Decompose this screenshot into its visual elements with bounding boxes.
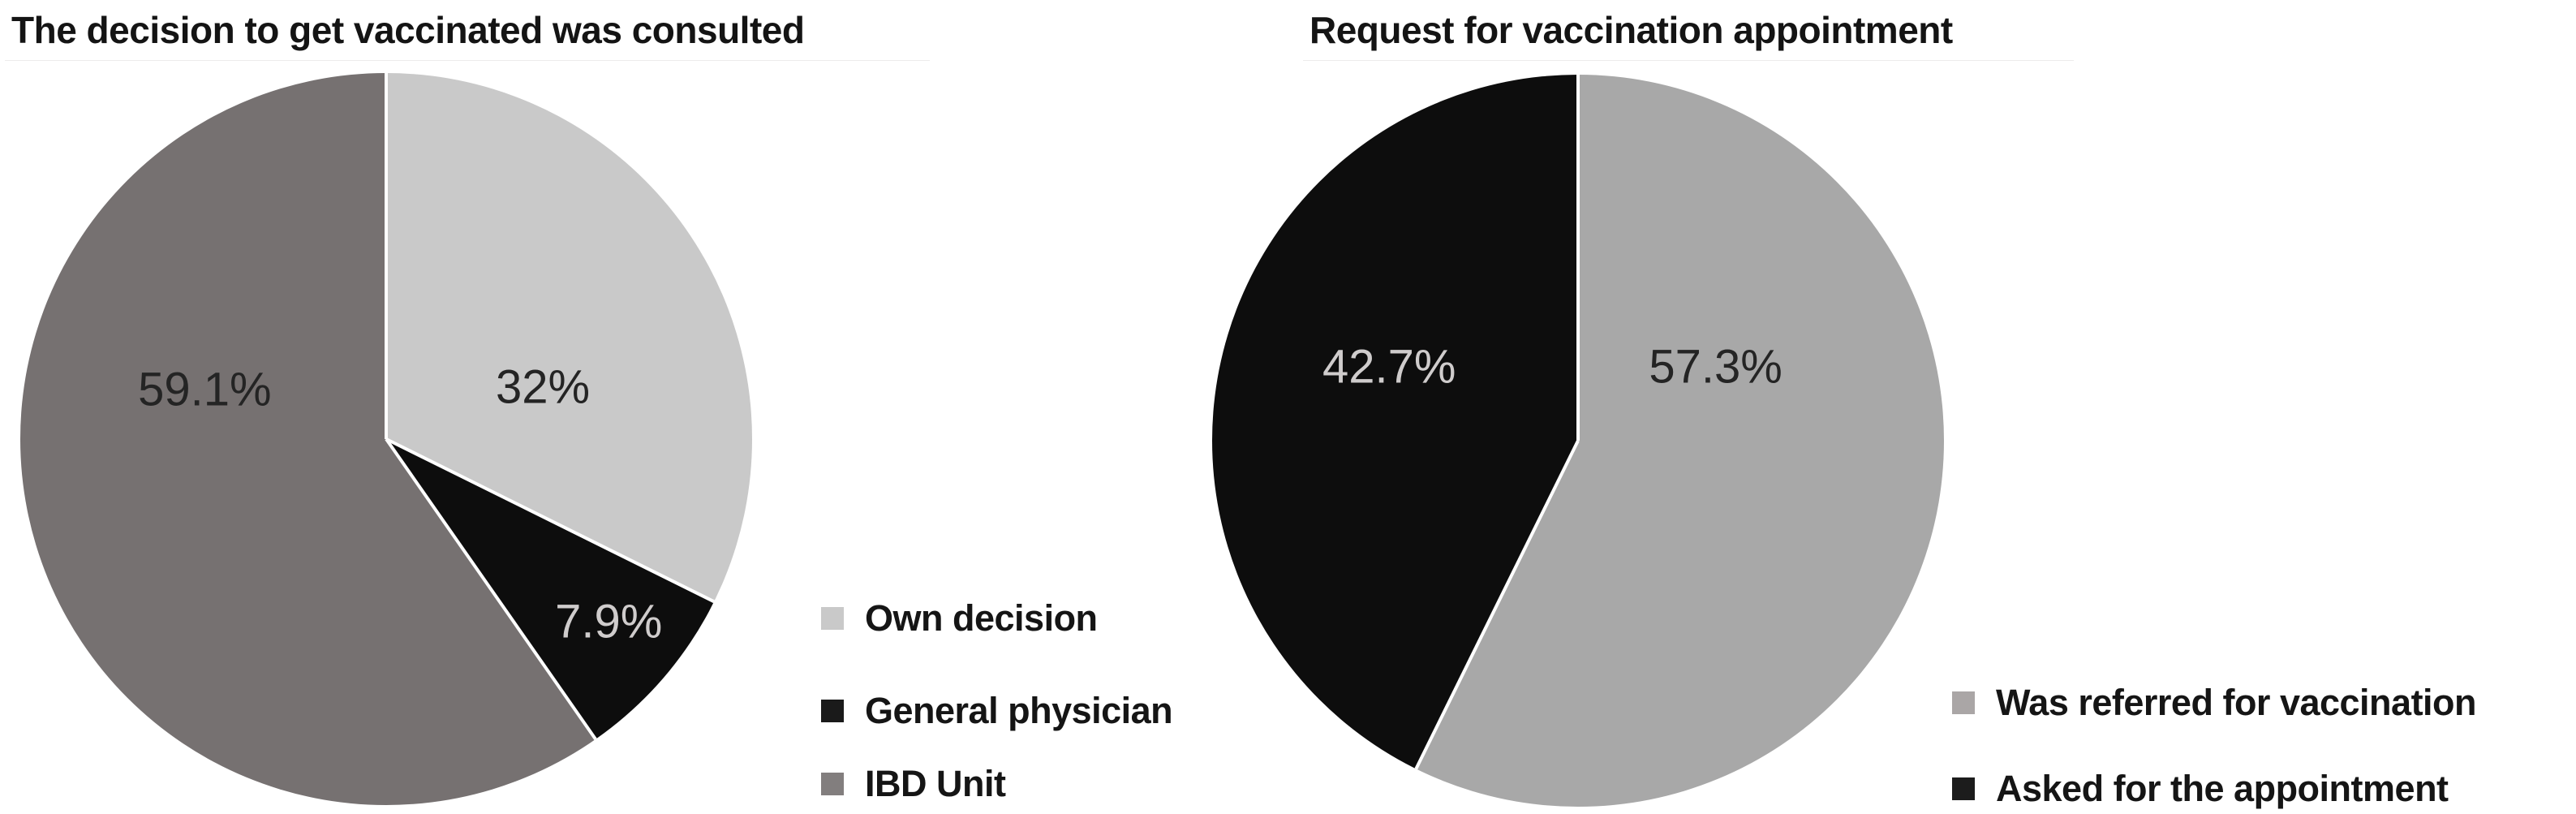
legend-item-asked-appointment: Asked for the appointment: [1952, 763, 2449, 814]
pie-slice-divider: [385, 437, 715, 604]
pie-slice-divider: [1576, 75, 1580, 441]
right-pie-label-asked: 42.7%: [1322, 340, 1456, 394]
own-decision-swatch-icon: [821, 607, 844, 630]
legend-label: Own decision: [865, 597, 1098, 639]
pie-slice-divider: [385, 73, 388, 439]
right-chart-title-box: Request for vaccination appointment: [1303, 0, 2074, 61]
right-pie-chart: 57.3% 42.7%: [1212, 75, 1944, 807]
pie-slice-divider: [385, 437, 597, 740]
asked-appointment-swatch-icon: [1952, 777, 1975, 800]
left-pie-chart: 32% 7.9% 59.1%: [20, 73, 752, 805]
general-physician-swatch-icon: [821, 700, 844, 722]
legend-item-was-referred: Was referred for vaccination: [1952, 677, 2477, 729]
legend-label: IBD Unit: [865, 763, 1006, 804]
was-referred-swatch-icon: [1952, 691, 1975, 714]
left-chart-title: The decision to get vaccinated was consu…: [11, 9, 805, 51]
legend-item-ibd-unit: IBD Unit: [821, 758, 1006, 810]
left-pie-label-general-physician: 7.9%: [555, 595, 663, 648]
legend-label: General physician: [865, 690, 1173, 731]
left-pie-label-own-decision: 32%: [495, 360, 591, 414]
right-chart-title: Request for vaccination appointment: [1310, 9, 1953, 51]
right-pie-label-referred: 57.3%: [1649, 340, 1783, 394]
legend-item-own-decision: Own decision: [821, 592, 1098, 644]
left-pie-label-ibd-unit: 59.1%: [138, 363, 272, 416]
ibd-unit-swatch-icon: [821, 773, 844, 795]
pie-slice-divider: [1414, 440, 1580, 770]
legend-label: Asked for the appointment: [1996, 768, 2449, 809]
left-chart-title-box: The decision to get vaccinated was consu…: [5, 0, 930, 61]
legend-label: Was referred for vaccination: [1996, 682, 2477, 723]
legend-item-general-physician: General physician: [821, 685, 1173, 737]
